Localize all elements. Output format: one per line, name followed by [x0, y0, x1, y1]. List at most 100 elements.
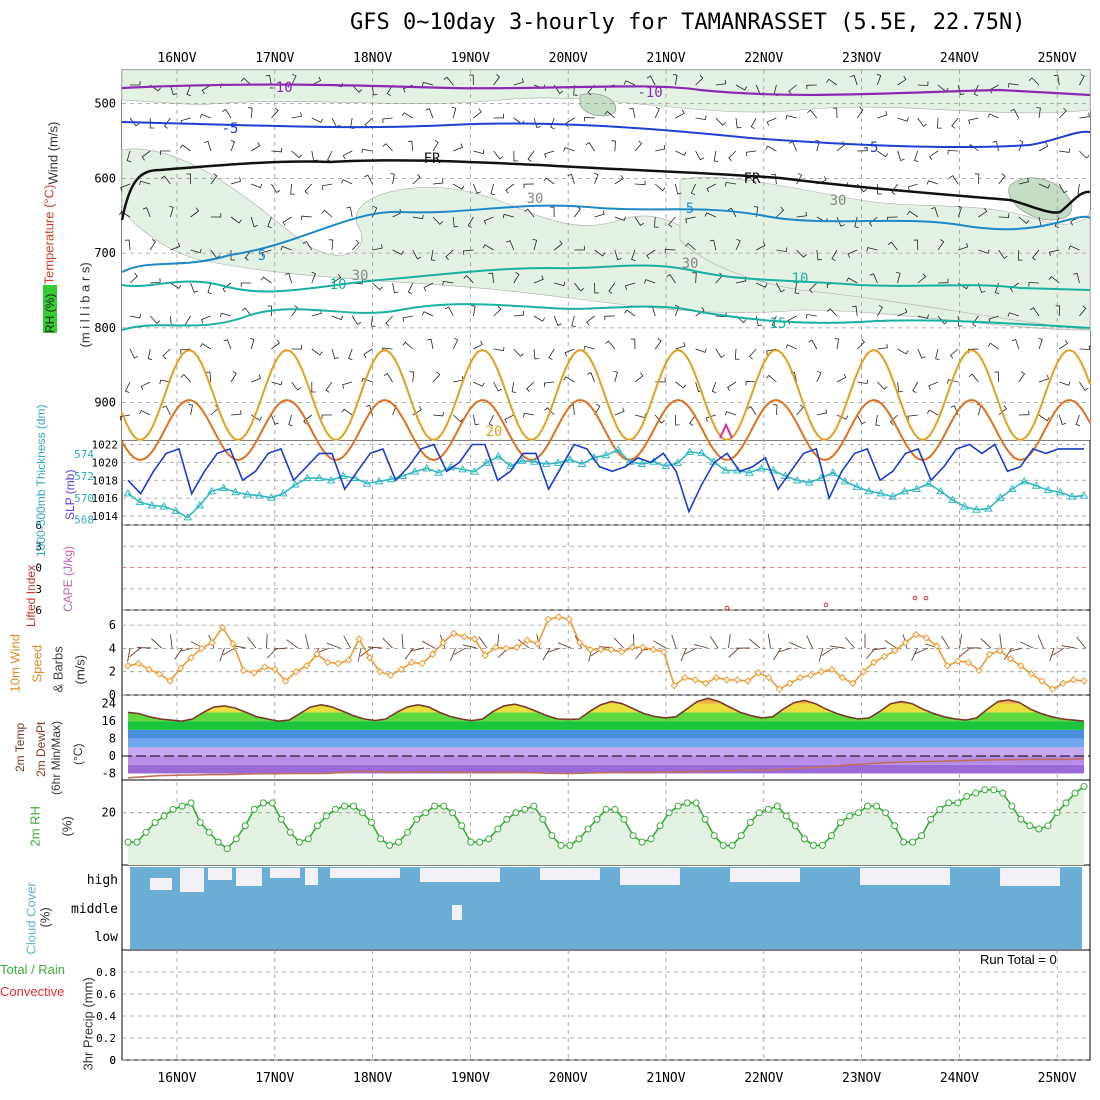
wind-barb: [412, 174, 421, 185]
tick-mb-500: 500: [94, 97, 116, 111]
wind-barb: [834, 338, 840, 350]
date-label-top: 22NOV: [744, 51, 783, 66]
wind-barb: [856, 107, 864, 119]
wind-speed-point: [313, 650, 321, 658]
thickness-point: [135, 497, 145, 506]
wind-barb: [959, 634, 963, 649]
wind-speed-point: [428, 650, 437, 658]
lifted-index-label: Lifted Index: [24, 564, 38, 627]
wind-speed-point: [355, 635, 363, 643]
wind-speed-point: [597, 645, 605, 654]
wind-speed-point: [281, 677, 290, 685]
wind-barb: [147, 348, 153, 360]
wind-barb: [383, 372, 393, 383]
wind-barb: [896, 271, 901, 284]
rh2m-point: [818, 841, 826, 849]
wind-barb: [968, 373, 979, 383]
wind-speed-point: [124, 662, 132, 670]
wind-barb: [836, 414, 849, 420]
tick-precip: 0.4: [96, 1010, 116, 1023]
wind-barb: [926, 180, 939, 185]
wind-barb: [452, 183, 465, 190]
wind-barb: [364, 174, 373, 185]
wind-barb: [1054, 216, 1060, 229]
wind-barb: [1032, 249, 1040, 261]
wind-barb: [141, 150, 151, 161]
rh2m-point: [990, 786, 998, 794]
wind-barb: [311, 348, 323, 356]
wind-barb: [351, 315, 362, 326]
rh2m-point: [954, 799, 962, 807]
wind-speed-point: [996, 647, 1004, 655]
wind-barb: [958, 242, 969, 251]
wind-speed-point: [1038, 677, 1046, 685]
wind10-label: 10m Wind: [7, 633, 23, 693]
thickness-point: [828, 468, 838, 476]
rh2m-area: [128, 786, 1084, 865]
wind-barb: [129, 313, 141, 319]
temp-band: [128, 747, 1084, 757]
thickness-point: [948, 495, 957, 503]
wind-barb: [240, 282, 252, 287]
wind-barb: [1079, 305, 1087, 317]
wind-barb: [957, 315, 963, 327]
contour-FR: [120, 159, 1091, 221]
wind-barb: [1059, 381, 1071, 386]
wind-barb: [244, 249, 252, 261]
wind-barb: [836, 216, 845, 227]
thickness-point: [1019, 476, 1029, 485]
wind-barb: [351, 84, 363, 93]
wind-speed-point: [534, 640, 542, 648]
wind-barb: [382, 637, 393, 649]
wind-barb: [129, 117, 140, 127]
wind-barb: [749, 638, 761, 649]
wind-barb: [959, 647, 971, 658]
rh2m-point: [746, 819, 754, 826]
wind-barb: [179, 647, 194, 652]
tick-mb-700: 700: [94, 246, 116, 260]
wind-barb: [301, 215, 312, 221]
wind-barb: [747, 406, 757, 416]
wind-barb: [654, 183, 666, 192]
wind-barb: [513, 310, 525, 317]
wind-barb: [291, 345, 302, 350]
wind-barb: [857, 146, 868, 152]
rh2m-point: [593, 815, 601, 823]
wind-barb: [644, 279, 656, 284]
thickness-point: [1067, 492, 1077, 500]
wind-barb: [444, 306, 454, 317]
wind-barb: [223, 339, 232, 350]
wind-barb: [452, 337, 459, 350]
thickness-point: [123, 488, 133, 497]
wind-barb: [1058, 107, 1067, 119]
contour-label: FR: [744, 171, 761, 187]
wind-barb: [266, 633, 268, 649]
wind-barb: [554, 281, 566, 287]
date-label-bottom: 22NOV: [744, 1071, 783, 1086]
rh2m-point: [999, 789, 1007, 797]
wind-barb: [288, 414, 293, 427]
thickness-point: [219, 483, 228, 491]
wind-barb: [421, 311, 434, 317]
wind-barb: [291, 73, 297, 86]
wind-barb: [412, 214, 424, 220]
wind-barb: [170, 84, 178, 96]
tick-rh: 20: [102, 806, 116, 820]
wind-barb: [371, 315, 376, 327]
rh2m-point: [124, 838, 132, 846]
thickness-point: [637, 459, 647, 467]
wind-barb: [463, 249, 474, 256]
contour-label: 15: [770, 316, 787, 332]
wind-barb: [876, 73, 882, 86]
temp-band: [128, 756, 1084, 765]
wind-speed-point: [145, 665, 153, 674]
convective-label: Convective: [0, 984, 65, 999]
wind-barb: [549, 206, 555, 218]
wind-barb: [527, 150, 535, 162]
wind-barb: [913, 150, 919, 163]
wind-speed-point: [344, 656, 353, 664]
wind-barb: [998, 173, 1006, 185]
total-rain-label: Total / Rain: [0, 962, 66, 977]
wind-barb: [930, 206, 939, 218]
wind-barb: [372, 84, 378, 96]
